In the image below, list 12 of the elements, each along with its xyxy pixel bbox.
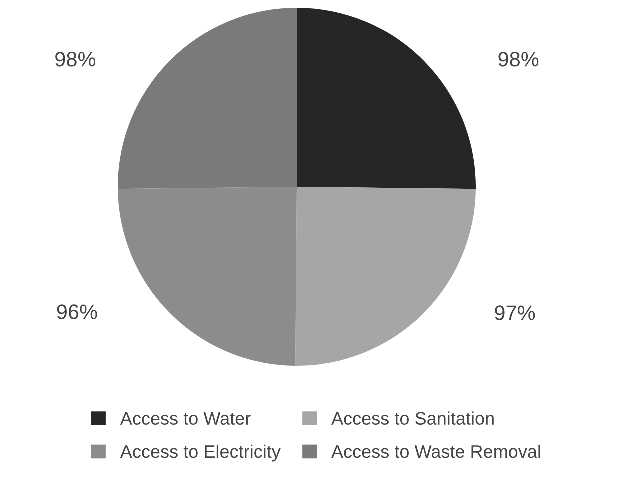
pie-slice <box>118 187 297 366</box>
data-label: 96% <box>57 304 98 320</box>
legend-label: Access to Electricity <box>120 444 281 462</box>
legend-label: Access to Water <box>120 412 251 426</box>
pie-slice <box>118 8 297 190</box>
pie-slice <box>296 187 476 366</box>
data-label: 97% <box>495 306 536 320</box>
data-label: 98% <box>498 52 539 67</box>
data-label: 98% <box>56 52 96 67</box>
legend-label: Access to Waste Removal <box>332 444 540 458</box>
pie-slice <box>297 8 476 190</box>
legend-label: Access to Sanitation <box>332 412 494 426</box>
